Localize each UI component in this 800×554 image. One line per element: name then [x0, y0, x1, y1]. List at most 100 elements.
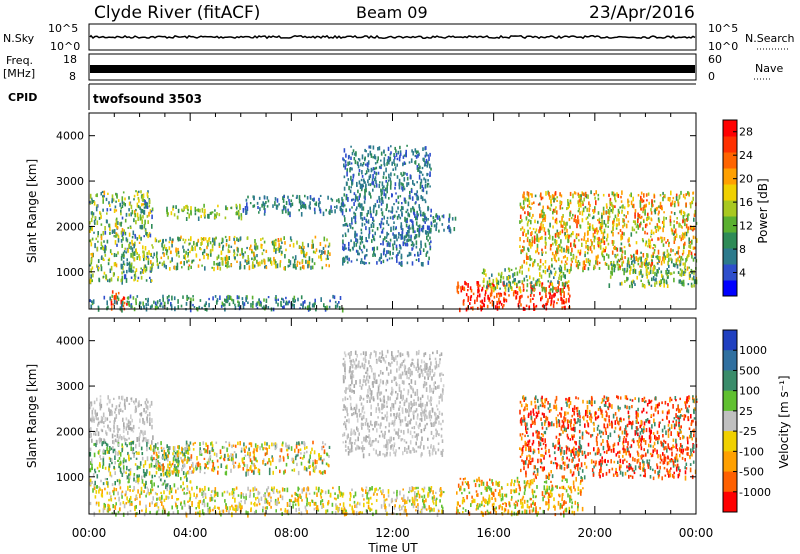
heatmap-cell	[135, 480, 137, 483]
heatmap-cell	[355, 151, 357, 155]
heatmap-cell	[561, 218, 563, 223]
heatmap-cell	[187, 266, 190, 271]
heatmap-cell	[536, 247, 539, 253]
heatmap-cell	[230, 453, 232, 458]
heatmap-cell	[635, 231, 638, 234]
heatmap-cell	[157, 306, 159, 309]
colorbar-swatch	[723, 152, 737, 169]
heatmap-cell	[287, 264, 290, 268]
heatmap-cell	[646, 217, 648, 222]
heatmap-cell	[570, 263, 572, 267]
heatmap-cell	[615, 254, 617, 259]
heatmap-cell	[570, 216, 573, 220]
heatmap-cell	[423, 486, 426, 490]
heatmap-cell	[557, 232, 560, 237]
heatmap-cell	[185, 472, 187, 478]
heatmap-cell	[665, 270, 667, 275]
heatmap-cell	[514, 290, 517, 293]
heatmap-cell	[383, 189, 385, 192]
heatmap-cell	[545, 302, 547, 307]
heatmap-cell	[558, 274, 561, 277]
heatmap-cell	[404, 216, 406, 222]
heatmap-cell	[432, 216, 435, 220]
heatmap-cell	[116, 479, 119, 483]
heatmap-cell	[246, 237, 249, 240]
heatmap-cell	[543, 217, 545, 220]
heatmap-cell	[394, 166, 397, 171]
heatmap-cell	[526, 283, 529, 288]
heatmap-cell	[687, 226, 690, 231]
heatmap-cell	[94, 433, 97, 436]
heatmap-cell	[420, 262, 423, 267]
heatmap-cell	[211, 444, 214, 448]
heatmap-cell	[427, 218, 429, 221]
heatmap-cell	[96, 264, 98, 268]
heatmap-cell	[238, 211, 240, 217]
heatmap-cell	[100, 247, 102, 250]
heatmap-cell	[177, 457, 180, 460]
heatmap-cell	[199, 450, 202, 455]
heatmap-cell	[117, 459, 119, 462]
heatmap-cell	[257, 490, 260, 496]
heatmap-cell	[206, 307, 208, 312]
heatmap-cell	[636, 275, 638, 280]
heatmap-cell	[321, 459, 324, 463]
heatmap-cell	[401, 186, 403, 190]
heatmap-cell	[125, 502, 128, 505]
heatmap-cell	[375, 213, 377, 217]
heatmap-cell	[301, 201, 304, 204]
heatmap-cell	[381, 189, 383, 192]
heatmap-cell	[687, 215, 689, 221]
heatmap-cell	[205, 442, 207, 445]
heatmap-cell	[640, 198, 642, 202]
heatmap-cell	[351, 180, 354, 185]
heatmap-cell	[168, 241, 171, 244]
heatmap-cell	[429, 236, 431, 240]
heatmap-cell	[361, 206, 363, 211]
heatmap-cell	[383, 171, 385, 176]
heatmap-cell	[640, 258, 642, 263]
heatmap-cell	[258, 303, 261, 307]
heatmap-cell	[141, 475, 143, 480]
heatmap-cell	[358, 158, 361, 162]
heatmap-cell	[579, 201, 582, 207]
heatmap-cell	[89, 229, 91, 233]
heatmap-cell	[228, 443, 231, 447]
heatmap-cell	[402, 206, 404, 211]
heatmap-cell	[315, 465, 317, 469]
heatmap-cell	[265, 201, 267, 204]
heatmap-cell	[225, 205, 227, 211]
heatmap-cell	[567, 280, 570, 283]
heatmap-cell	[634, 212, 636, 217]
heatmap-cell	[184, 447, 186, 451]
heatmap-cell	[674, 252, 677, 256]
heatmap-cell	[232, 492, 235, 498]
heatmap-cell	[591, 250, 593, 254]
heatmap-cell	[308, 301, 311, 305]
heatmap-cell	[381, 217, 383, 221]
heatmap-cell	[124, 398, 126, 404]
heatmap-cell	[391, 211, 393, 214]
heatmap-cell	[158, 464, 161, 468]
heatmap-cell	[606, 205, 608, 209]
heatmap-cell	[182, 238, 185, 241]
heatmap-cell	[140, 306, 142, 310]
heatmap-cell	[418, 258, 420, 263]
heatmap-cell	[220, 252, 223, 256]
heatmap-cell	[111, 461, 113, 465]
heatmap-cell	[177, 450, 180, 455]
heatmap-cell	[190, 301, 192, 304]
heatmap-cell	[194, 441, 196, 444]
heatmap-cell	[150, 260, 152, 265]
heatmap-cell	[96, 440, 98, 445]
heatmap-cell	[129, 502, 131, 507]
heatmap-cell	[425, 151, 428, 157]
heatmap-cell	[481, 289, 483, 292]
heatmap-cell	[372, 181, 375, 186]
heatmap-cell	[563, 306, 565, 309]
heatmap-cell	[111, 483, 114, 487]
heatmap-cell	[105, 430, 107, 435]
heatmap-cell	[121, 204, 124, 208]
heatmap-cell	[477, 294, 479, 298]
heatmap-cell	[103, 240, 105, 243]
